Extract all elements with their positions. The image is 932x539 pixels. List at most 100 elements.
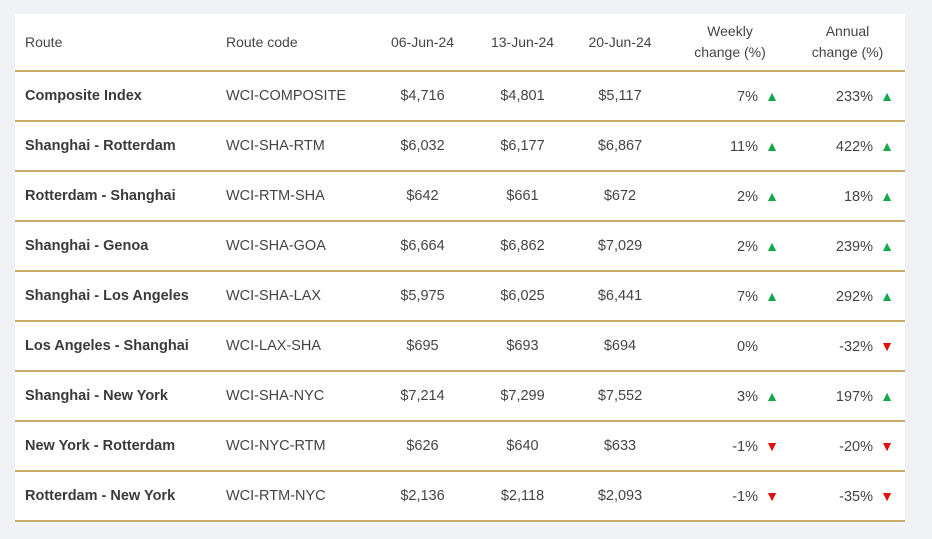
rate-cell-date-2: $661: [475, 171, 570, 222]
weekly-change-cell-value: -1%: [732, 488, 758, 505]
rate-cell-date-3: $6,441: [570, 271, 670, 322]
triangle-up-icon: ▲: [765, 287, 779, 304]
annual-change-cell: -20% ▼: [790, 421, 905, 472]
rate-cell-date-1: $2,136: [370, 471, 475, 522]
rate-cell-date-1: $6,032: [370, 121, 475, 172]
triangle-up-icon: ▲: [880, 137, 894, 154]
table-row: Shanghai - Los Angeles WCI-SHA-LAX $5,975 $…: [15, 271, 905, 322]
route-code-cell: WCI-NYC-RTM: [220, 421, 370, 472]
triangle-up-icon: ▲: [880, 287, 894, 304]
weekly-change-cell-value: -1%: [732, 438, 758, 455]
annual-change-cell-value: -35%: [839, 488, 873, 505]
triangle-up-icon: ▲: [765, 387, 779, 404]
annual-change-cell-value: -20%: [839, 438, 873, 455]
annual-change-cell-value: -32%: [839, 338, 873, 355]
rate-cell-date-2: $4,801: [475, 71, 570, 122]
table-header-row: Route Route code 06-Jun-24 13-Jun-24 20-…: [15, 14, 905, 72]
rate-cell-date-3: $2,093: [570, 471, 670, 522]
weekly-change-cell-value: 2%: [737, 238, 758, 255]
table-row: Shanghai - Rotterdam WCI-SHA-RTM $6,032 $6,…: [15, 121, 905, 172]
route-code-cell: WCI-SHA-RTM: [220, 121, 370, 172]
rate-cell-date-1: $695: [370, 321, 475, 372]
table-row: Rotterdam - New York WCI-RTM-NYC $2,136 $2,…: [15, 471, 905, 522]
weekly-change-cell-value: 3%: [737, 388, 758, 405]
annual-change-cell-value: 18%: [843, 188, 873, 205]
triangle-up-icon: ▲: [880, 387, 894, 404]
rate-cell-date-2: $6,025: [475, 271, 570, 322]
rate-cell-date-2: $2,118: [475, 471, 570, 522]
annual-change-cell-value: 233%: [835, 88, 873, 105]
rate-cell-date-2: $6,177: [475, 121, 570, 172]
route-name-cell: Rotterdam - New York: [15, 471, 220, 522]
annual-change-cell: -32% ▼: [790, 321, 905, 372]
rate-cell-date-2: $7,299: [475, 371, 570, 422]
rate-cell-date-1: $4,716: [370, 71, 475, 122]
route-code-cell: WCI-LAX-SHA: [220, 321, 370, 372]
table-row: Rotterdam - Shanghai WCI-RTM-SHA $642 $661 $…: [15, 171, 905, 222]
weekly-change-cell-value: 11%: [730, 138, 758, 155]
header-annual-change: Annual change (%): [790, 14, 905, 72]
route-code-cell: WCI-COMPOSITE: [220, 71, 370, 122]
weekly-change-cell: 0% ▲: [670, 321, 790, 372]
triangle-up-icon: ▲: [765, 137, 779, 154]
triangle-up-icon: ▲: [765, 237, 779, 254]
rate-cell-date-3: $5,117: [570, 71, 670, 122]
weekly-change-cell: 2% ▲: [670, 171, 790, 222]
annual-change-cell-value: 422%: [835, 138, 873, 155]
weekly-change-cell-value: 2%: [737, 188, 758, 205]
rates-table-card: Route Route code 06-Jun-24 13-Jun-24 20-…: [15, 14, 905, 522]
table-row: Composite Index WCI-COMPOSITE $4,716 $4,801…: [15, 71, 905, 122]
weekly-change-cell: 3% ▲: [670, 371, 790, 422]
route-name-cell: Shanghai - Genoa: [15, 221, 220, 272]
rate-cell-date-2: $6,862: [475, 221, 570, 272]
route-name-cell: New York - Rotterdam: [15, 421, 220, 472]
annual-change-cell-value: 292%: [835, 288, 873, 305]
weekly-change-cell: 7% ▲: [670, 71, 790, 122]
freight-rates-table: Route Route code 06-Jun-24 13-Jun-24 20-…: [15, 14, 905, 522]
annual-change-cell: 197% ▲: [790, 371, 905, 422]
annual-change-cell-value: 239%: [835, 238, 873, 255]
rate-cell-date-1: $626: [370, 421, 475, 472]
rate-cell-date-3: $672: [570, 171, 670, 222]
no-change-icon: ▲: [764, 338, 780, 354]
header-weekly-change: Weekly change (%): [670, 14, 790, 72]
rate-cell-date-3: $633: [570, 421, 670, 472]
weekly-change-cell: -1% ▼: [670, 421, 790, 472]
annual-change-cell: 292% ▲: [790, 271, 905, 322]
table-body: Composite Index WCI-COMPOSITE $4,716 $4,801…: [15, 71, 905, 522]
route-name-cell: Shanghai - New York: [15, 371, 220, 422]
rate-cell-date-1: $6,664: [370, 221, 475, 272]
route-name-cell: Los Angeles - Shanghai: [15, 321, 220, 372]
table-row: Shanghai - Genoa WCI-SHA-GOA $6,664 $6,862 $…: [15, 221, 905, 272]
table-row: New York - Rotterdam WCI-NYC-RTM $626 $640 $…: [15, 421, 905, 472]
triangle-down-icon: ▼: [765, 437, 779, 454]
route-code-cell: WCI-SHA-GOA: [220, 221, 370, 272]
annual-change-cell: 18% ▲: [790, 171, 905, 222]
rate-cell-date-2: $693: [475, 321, 570, 372]
weekly-change-cell-value: 7%: [737, 288, 758, 305]
weekly-change-cell: 11% ▲: [670, 121, 790, 172]
route-name-cell: Shanghai - Rotterdam: [15, 121, 220, 172]
rate-cell-date-2: $640: [475, 421, 570, 472]
route-name-cell: Shanghai - Los Angeles: [15, 271, 220, 322]
annual-change-cell: 239% ▲: [790, 221, 905, 272]
route-code-cell: WCI-RTM-NYC: [220, 471, 370, 522]
triangle-up-icon: ▲: [880, 237, 894, 254]
rate-cell-date-1: $642: [370, 171, 475, 222]
rate-cell-date-3: $694: [570, 321, 670, 372]
table-row: Shanghai - New York WCI-SHA-NYC $7,214 $7,2…: [15, 371, 905, 422]
triangle-up-icon: ▲: [880, 87, 894, 104]
header-date-1: 06-Jun-24: [370, 14, 475, 72]
table-row: Los Angeles - Shanghai WCI-LAX-SHA $695 $69…: [15, 321, 905, 372]
weekly-change-cell: -1% ▼: [670, 471, 790, 522]
triangle-up-icon: ▲: [765, 187, 779, 204]
rate-cell-date-1: $5,975: [370, 271, 475, 322]
annual-change-cell: 233% ▲: [790, 71, 905, 122]
rate-cell-date-3: $7,552: [570, 371, 670, 422]
triangle-up-icon: ▲: [765, 87, 779, 104]
annual-change-cell-value: 197%: [835, 388, 873, 405]
triangle-down-icon: ▼: [880, 437, 894, 454]
triangle-up-icon: ▲: [880, 187, 894, 204]
header-route: Route: [15, 14, 220, 72]
rate-cell-date-3: $6,867: [570, 121, 670, 172]
